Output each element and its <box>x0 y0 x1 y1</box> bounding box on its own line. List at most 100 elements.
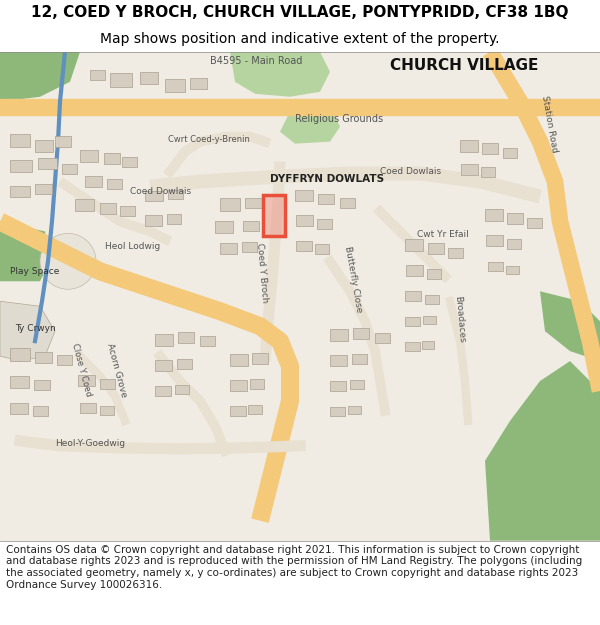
Bar <box>250 379 264 389</box>
Text: Coed Y Broch: Coed Y Broch <box>255 242 269 303</box>
Bar <box>507 214 523 224</box>
Bar <box>252 353 268 364</box>
Bar <box>100 406 114 415</box>
Bar <box>200 336 215 346</box>
Polygon shape <box>485 361 600 541</box>
Polygon shape <box>280 107 340 144</box>
Bar <box>80 149 98 162</box>
Bar <box>35 184 52 194</box>
Bar <box>263 194 285 236</box>
Bar <box>145 191 163 201</box>
Bar <box>315 244 329 254</box>
Bar <box>405 342 420 351</box>
Bar <box>405 291 421 301</box>
Bar <box>178 332 194 343</box>
Text: Religious Grounds: Religious Grounds <box>295 114 383 124</box>
Bar <box>330 407 345 416</box>
Text: Cwt Yr Efail: Cwt Yr Efail <box>417 231 469 239</box>
Bar <box>330 355 347 366</box>
Bar <box>427 269 441 279</box>
Bar <box>38 158 57 169</box>
Bar <box>145 216 162 226</box>
Text: Butterfly Close: Butterfly Close <box>343 246 364 313</box>
Text: Ty Crwyn: Ty Crwyn <box>15 324 56 333</box>
Bar <box>85 176 102 186</box>
Polygon shape <box>0 221 50 281</box>
Bar <box>78 375 95 386</box>
Bar <box>245 198 262 209</box>
Bar <box>527 219 542 228</box>
Bar <box>423 316 436 324</box>
Bar <box>295 189 313 201</box>
Bar <box>155 334 173 346</box>
Bar <box>120 206 135 216</box>
Bar <box>375 333 390 343</box>
Bar <box>353 328 369 339</box>
Bar <box>140 72 158 84</box>
Bar <box>177 359 192 369</box>
Bar <box>230 406 246 416</box>
Bar <box>348 406 361 414</box>
Text: Broadaces: Broadaces <box>453 296 466 343</box>
Bar <box>263 194 285 236</box>
Bar <box>460 139 478 152</box>
Bar <box>506 266 519 274</box>
Bar <box>167 214 181 224</box>
Bar <box>100 204 116 214</box>
Bar <box>248 405 262 414</box>
Bar <box>230 380 247 391</box>
Bar <box>10 186 30 196</box>
Bar <box>318 194 334 204</box>
Bar <box>330 329 348 341</box>
Bar <box>230 354 248 366</box>
Bar <box>220 199 240 211</box>
Bar <box>57 355 72 365</box>
Bar <box>75 199 94 211</box>
Text: Acorn Grove: Acorn Grove <box>105 342 128 398</box>
Bar <box>405 318 420 326</box>
Bar <box>482 142 498 154</box>
Bar <box>461 164 478 174</box>
Text: Coed Dowlais: Coed Dowlais <box>380 167 441 176</box>
Text: B4595 - Main Road: B4595 - Main Road <box>210 56 302 66</box>
Bar <box>507 239 521 249</box>
Bar <box>155 386 171 396</box>
Bar <box>122 157 137 167</box>
Bar <box>406 266 423 276</box>
Text: Play Space: Play Space <box>10 268 59 276</box>
Bar <box>175 385 189 394</box>
Bar <box>317 219 332 229</box>
Bar <box>100 379 115 389</box>
Bar <box>448 248 463 258</box>
Bar <box>242 242 257 252</box>
Text: Cwrt Coed-y-Brenin: Cwrt Coed-y-Brenin <box>168 134 250 144</box>
Bar <box>155 360 172 371</box>
Text: Station Road: Station Road <box>540 95 559 154</box>
Bar <box>80 403 96 413</box>
Bar <box>503 148 517 158</box>
Bar <box>10 159 32 172</box>
Bar <box>330 381 346 391</box>
Bar <box>35 139 53 152</box>
Bar <box>488 262 503 271</box>
Bar <box>352 354 367 364</box>
Bar <box>486 236 503 246</box>
Bar <box>422 341 434 349</box>
Bar <box>243 221 259 231</box>
Bar <box>104 152 120 164</box>
Bar <box>405 239 423 251</box>
Bar <box>168 189 183 199</box>
Bar <box>428 243 444 254</box>
Bar <box>485 209 503 221</box>
Bar <box>10 403 28 414</box>
Bar <box>10 134 30 147</box>
Text: Contains OS data © Crown copyright and database right 2021. This information is : Contains OS data © Crown copyright and d… <box>6 545 582 589</box>
Text: DYFFRYN DOWLATS: DYFFRYN DOWLATS <box>270 174 384 184</box>
Bar <box>110 73 132 87</box>
Text: Heol Lodwig: Heol Lodwig <box>105 242 160 251</box>
Text: CHURCH VILLAGE: CHURCH VILLAGE <box>390 58 538 73</box>
Bar <box>62 164 77 174</box>
Polygon shape <box>0 52 80 102</box>
Polygon shape <box>540 291 600 361</box>
Bar <box>296 241 312 251</box>
